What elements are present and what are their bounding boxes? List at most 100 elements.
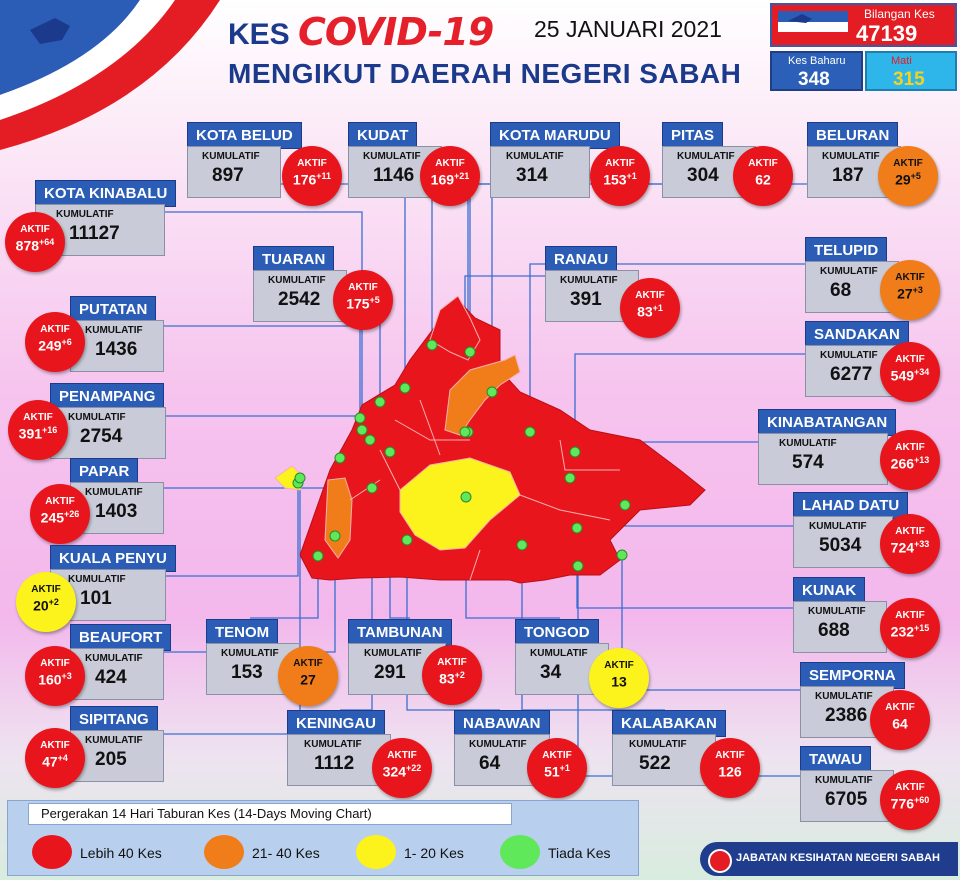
aktif-new: +6 [61, 337, 72, 347]
district-kumulatif-box: KUMULATIF 6705 [800, 770, 894, 822]
marker-putatan [354, 412, 366, 424]
aktif-count: 83 [439, 670, 455, 687]
aktif-label: AKTIF [895, 442, 925, 453]
deaths-box: Mati 315 [865, 51, 957, 91]
aktif-count: 20 [33, 597, 49, 614]
aktif-value: 391+16 [8, 425, 68, 442]
district-name: PAPAR [70, 458, 139, 485]
aktif-value: 266+13 [880, 455, 940, 472]
aktif-badge-sipitang: AKTIF 47+4 [25, 728, 85, 788]
aktif-value: 878+64 [5, 237, 65, 254]
header-covid-title: COVID-19 [298, 10, 494, 54]
aktif-label: AKTIF [605, 158, 635, 169]
header-subtitle: MENGIKUT DAERAH NEGERI SABAH [228, 58, 742, 89]
connector-putatan [164, 325, 361, 418]
aktif-label: AKTIF [297, 158, 327, 169]
kumulatif-value: 897 [212, 165, 244, 186]
kumulatif-label: KUMULATIF [304, 739, 362, 750]
kumulatif-value: 64 [479, 753, 501, 774]
marker-lahad-datu [619, 499, 631, 511]
kumulatif-value: 424 [95, 667, 127, 688]
aktif-label: AKTIF [435, 158, 465, 169]
aktif-count: 153 [603, 171, 627, 188]
sabah-flag-icon [778, 11, 848, 43]
legend-swatch [204, 835, 244, 869]
marker-tambunan [384, 446, 396, 458]
connector-telupid [529, 263, 805, 432]
aktif-value: 83+1 [620, 303, 680, 320]
aktif-value: 776+60 [880, 795, 940, 812]
aktif-badge-kalabakan: AKTIF 126 [700, 738, 760, 798]
aktif-label: AKTIF [635, 290, 665, 301]
aktif-count: 878 [15, 237, 40, 254]
district-name: KOTA MARUDU [490, 122, 620, 149]
kumulatif-value: 391 [570, 289, 602, 310]
aktif-new: +16 [42, 425, 58, 435]
district-kumulatif-box: KUMULATIF 5034 [793, 516, 893, 568]
marker-kudat [426, 339, 438, 351]
aktif-label: AKTIF [40, 740, 70, 751]
agency-name: JABATAN KESIHATAN NEGERI SABAH [736, 852, 940, 864]
district-name: TELUPID [805, 237, 888, 264]
aktif-badge-telupid: AKTIF 27+3 [880, 260, 940, 320]
district-name: KUNAK [793, 577, 866, 604]
kumulatif-label: KUMULATIF [820, 350, 878, 361]
aktif-label: AKTIF [895, 354, 925, 365]
legend-panel: Pergerakan 14 Hari Taburan Kes (14-Days … [7, 800, 639, 876]
aktif-count: 27 [300, 671, 316, 688]
aktif-count: 51 [544, 763, 560, 780]
aktif-badge-tambunan: AKTIF 83+2 [422, 645, 482, 705]
kumulatif-value: 291 [374, 662, 406, 683]
district-name: KUDAT [348, 122, 418, 149]
marker-beaufort [329, 530, 341, 542]
aktif-count: 549 [890, 367, 915, 384]
district-name: KUALA PENYU [50, 545, 176, 572]
kumulatif-label: KUMULATIF [506, 151, 564, 162]
aktif-new: +2 [48, 597, 59, 607]
district-name: SIPITANG [70, 706, 158, 733]
aktif-value: 324+22 [372, 763, 432, 780]
marker-kalabakan [516, 539, 528, 551]
aktif-badge-sandakan: AKTIF 549+34 [880, 342, 940, 402]
district-name: PENAMPANG [50, 383, 165, 410]
aktif-count: 13 [611, 673, 627, 690]
aktif-value: 83+2 [422, 670, 482, 687]
aktif-badge-tongod: AKTIF 13 [589, 648, 649, 708]
aktif-label: AKTIF [895, 526, 925, 537]
aktif-badge-keningau: AKTIF 324+22 [372, 738, 432, 798]
aktif-count: 324 [382, 763, 407, 780]
aktif-value: 51+1 [527, 763, 587, 780]
aktif-value: 27 [278, 671, 338, 688]
district-name: TONGOD [515, 619, 599, 646]
kumulatif-value: 6705 [825, 789, 868, 810]
aktif-count: 27 [897, 285, 913, 302]
legend-label: Lebih 40 Kes [80, 845, 162, 861]
kumulatif-label: KUMULATIF [809, 521, 867, 532]
marker-tawau [572, 560, 584, 572]
aktif-new: +2 [454, 670, 465, 680]
aktif-count: 266 [890, 455, 915, 472]
aktif-badge-tenom: AKTIF 27 [278, 646, 338, 706]
marker-tenom [312, 550, 324, 562]
legend-title: Pergerakan 14 Hari Taburan Kes (14-Days … [28, 803, 512, 825]
header-kes: KES [228, 18, 290, 51]
aktif-new: +15 [914, 623, 930, 633]
marker-tuaran [374, 396, 386, 408]
district-kumulatif-box: KUMULATIF 522 [612, 734, 716, 786]
aktif-new: +3 [61, 671, 72, 681]
agency-footer: JABATAN KESIHATAN NEGERI SABAH [700, 842, 958, 876]
aktif-count: 724 [890, 539, 915, 556]
new-cases-box: Kes Baharu 348 [770, 51, 863, 91]
district-name: LAHAD DATU [793, 492, 909, 519]
kumulatif-value: 2754 [80, 426, 123, 447]
aktif-count: 160 [38, 671, 62, 688]
legend-label: 21- 40 Kes [252, 845, 320, 861]
aktif-new: +21 [454, 171, 470, 181]
district-name: KOTA KINABALU [35, 180, 177, 207]
aktif-value: 20+2 [16, 597, 76, 614]
aktif-badge-tawau: AKTIF 776+60 [880, 770, 940, 830]
kumulatif-label: KUMULATIF [221, 648, 279, 659]
marker-pitas [486, 386, 498, 398]
kumulatif-value: 688 [818, 620, 850, 641]
aktif-count: 169 [430, 171, 455, 188]
